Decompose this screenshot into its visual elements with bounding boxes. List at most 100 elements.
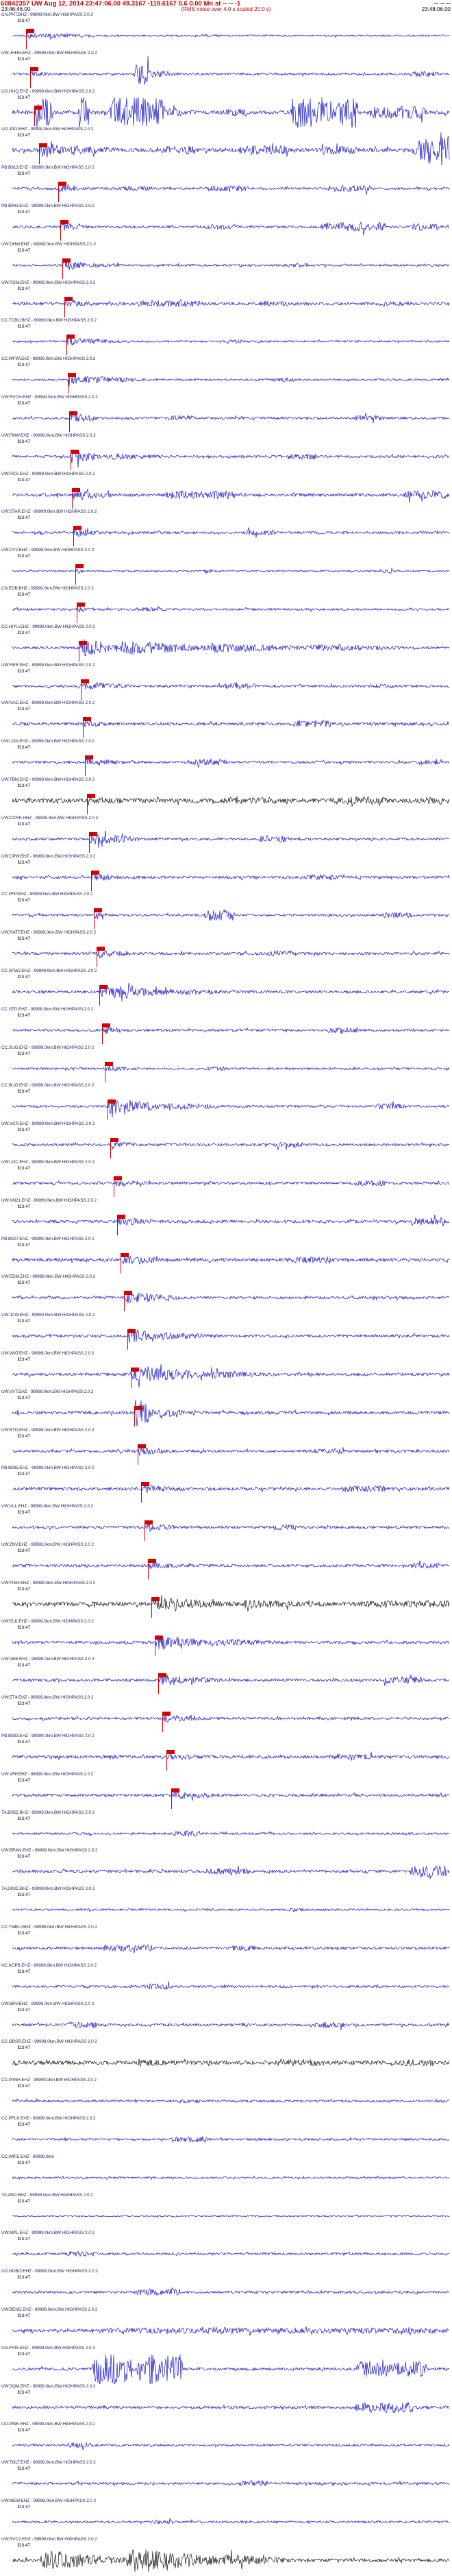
seismogram-trace[interactable] bbox=[0, 2269, 452, 2307]
pick-flag-line[interactable] bbox=[39, 143, 40, 165]
seismogram-trace[interactable] bbox=[0, 548, 452, 586]
pick-flag[interactable] bbox=[91, 870, 99, 875]
pick-flag[interactable] bbox=[131, 1368, 139, 1372]
pick-flag-line[interactable] bbox=[141, 1482, 142, 1503]
seismogram-trace[interactable] bbox=[0, 356, 452, 395]
seismogram-trace[interactable] bbox=[0, 854, 452, 892]
pick-flag[interactable] bbox=[71, 449, 79, 454]
seismogram-trace[interactable] bbox=[0, 165, 452, 204]
seismogram-trace[interactable] bbox=[0, 2154, 452, 2193]
seismogram-trace[interactable] bbox=[0, 777, 452, 816]
pick-flag[interactable] bbox=[148, 1559, 156, 1563]
pick-flag[interactable] bbox=[102, 1023, 110, 1028]
pick-flag[interactable] bbox=[60, 220, 68, 224]
pick-flag-line[interactable] bbox=[87, 794, 88, 814]
seismogram-trace[interactable] bbox=[0, 2460, 452, 2499]
pick-flag-line[interactable] bbox=[73, 526, 74, 547]
pick-flag[interactable] bbox=[105, 1061, 113, 1066]
pick-flag-line[interactable] bbox=[34, 105, 35, 126]
seismogram-trace[interactable] bbox=[0, 2231, 452, 2269]
pick-flag-line[interactable] bbox=[158, 1673, 159, 1694]
seismogram-trace[interactable] bbox=[0, 2537, 452, 2575]
seismogram-trace[interactable] bbox=[0, 2307, 452, 2346]
pick-flag[interactable] bbox=[62, 258, 71, 263]
pick-flag-line[interactable] bbox=[110, 1138, 111, 1159]
seismogram-trace[interactable] bbox=[0, 2116, 452, 2154]
pick-flag[interactable] bbox=[141, 1482, 149, 1487]
seismogram-trace[interactable] bbox=[0, 1045, 452, 1084]
pick-flag[interactable] bbox=[58, 182, 66, 186]
seismogram-trace[interactable] bbox=[0, 1810, 452, 1849]
pick-flag[interactable] bbox=[155, 1635, 163, 1640]
seismogram-trace[interactable] bbox=[0, 472, 452, 510]
pick-flag-line[interactable] bbox=[85, 755, 86, 777]
pick-flag[interactable] bbox=[110, 1138, 118, 1143]
seismogram-trace[interactable] bbox=[0, 127, 452, 166]
seismogram-trace[interactable] bbox=[0, 969, 452, 1007]
pick-flag-line[interactable] bbox=[99, 985, 100, 1006]
pick-flag-line[interactable] bbox=[83, 717, 84, 738]
seismogram-trace[interactable] bbox=[0, 204, 452, 242]
pick-flag[interactable] bbox=[85, 755, 93, 760]
pick-flag[interactable] bbox=[87, 794, 95, 798]
seismogram-trace[interactable] bbox=[0, 89, 452, 127]
pick-flag-line[interactable] bbox=[94, 908, 95, 929]
seismogram-trace[interactable] bbox=[0, 1886, 452, 1925]
seismogram-trace[interactable] bbox=[0, 816, 452, 854]
pick-flag-line[interactable] bbox=[60, 220, 61, 241]
seismogram-trace[interactable] bbox=[0, 509, 452, 548]
pick-flag-line[interactable] bbox=[26, 29, 27, 49]
pick-flag[interactable] bbox=[117, 1214, 125, 1219]
seismogram-trace[interactable] bbox=[0, 1389, 452, 1428]
seismogram-trace[interactable] bbox=[0, 1772, 452, 1810]
pick-flag[interactable] bbox=[158, 1673, 166, 1678]
pick-flag[interactable] bbox=[138, 1444, 146, 1448]
pick-flag[interactable] bbox=[151, 1596, 160, 1601]
pick-flag[interactable] bbox=[64, 296, 73, 301]
seismogram-trace[interactable] bbox=[0, 1274, 452, 1313]
seismogram-trace[interactable] bbox=[0, 1963, 452, 2002]
pick-flag[interactable] bbox=[69, 411, 77, 415]
pick-flag[interactable] bbox=[97, 947, 105, 951]
seismogram-trace[interactable] bbox=[0, 739, 452, 777]
pick-flag-line[interactable] bbox=[151, 1596, 152, 1618]
seismogram-trace[interactable] bbox=[0, 280, 452, 319]
pick-flag-line[interactable] bbox=[117, 1214, 118, 1235]
seismogram-trace[interactable] bbox=[0, 892, 452, 930]
seismogram-trace[interactable] bbox=[0, 1695, 452, 1734]
seismogram-trace[interactable] bbox=[0, 1734, 452, 1772]
pick-flag[interactable] bbox=[127, 1329, 136, 1334]
seismogram-trace[interactable] bbox=[0, 701, 452, 739]
pick-flag-line[interactable] bbox=[148, 1559, 149, 1579]
seismogram-trace[interactable] bbox=[0, 2078, 452, 2116]
pick-flag[interactable] bbox=[79, 640, 87, 645]
seismogram-trace[interactable] bbox=[0, 1466, 452, 1504]
seismogram-trace[interactable] bbox=[0, 1237, 452, 1275]
pick-flag[interactable] bbox=[108, 1099, 116, 1104]
pick-flag-line[interactable] bbox=[134, 1405, 135, 1426]
pick-flag[interactable] bbox=[66, 335, 75, 339]
pick-flag-line[interactable] bbox=[91, 870, 92, 891]
pick-flag-line[interactable] bbox=[58, 182, 59, 203]
seismogram-trace[interactable] bbox=[0, 1121, 452, 1160]
seismogram-trace[interactable] bbox=[0, 1428, 452, 1466]
pick-flag[interactable] bbox=[83, 717, 91, 722]
seismogram-trace[interactable] bbox=[0, 318, 452, 356]
seismogram-trace[interactable] bbox=[0, 2039, 452, 2078]
pick-flag-line[interactable] bbox=[124, 1291, 125, 1312]
pick-flag[interactable] bbox=[124, 1291, 132, 1296]
pick-flag[interactable] bbox=[89, 831, 97, 836]
pick-flag-line[interactable] bbox=[89, 831, 90, 853]
seismogram-trace[interactable] bbox=[0, 1542, 452, 1581]
seismogram-trace[interactable] bbox=[0, 1581, 452, 1619]
seismogram-trace[interactable] bbox=[0, 2346, 452, 2384]
pick-flag[interactable] bbox=[68, 373, 76, 378]
seismogram-trace[interactable] bbox=[0, 2422, 452, 2460]
pick-flag-line[interactable] bbox=[166, 1750, 167, 1771]
seismogram-trace[interactable] bbox=[0, 2384, 452, 2422]
pick-flag[interactable] bbox=[145, 1520, 153, 1525]
pick-flag[interactable] bbox=[171, 1788, 179, 1793]
seismogram-trace[interactable] bbox=[0, 1313, 452, 1351]
seismogram-trace[interactable] bbox=[0, 930, 452, 969]
seismogram-trace[interactable] bbox=[0, 586, 452, 624]
